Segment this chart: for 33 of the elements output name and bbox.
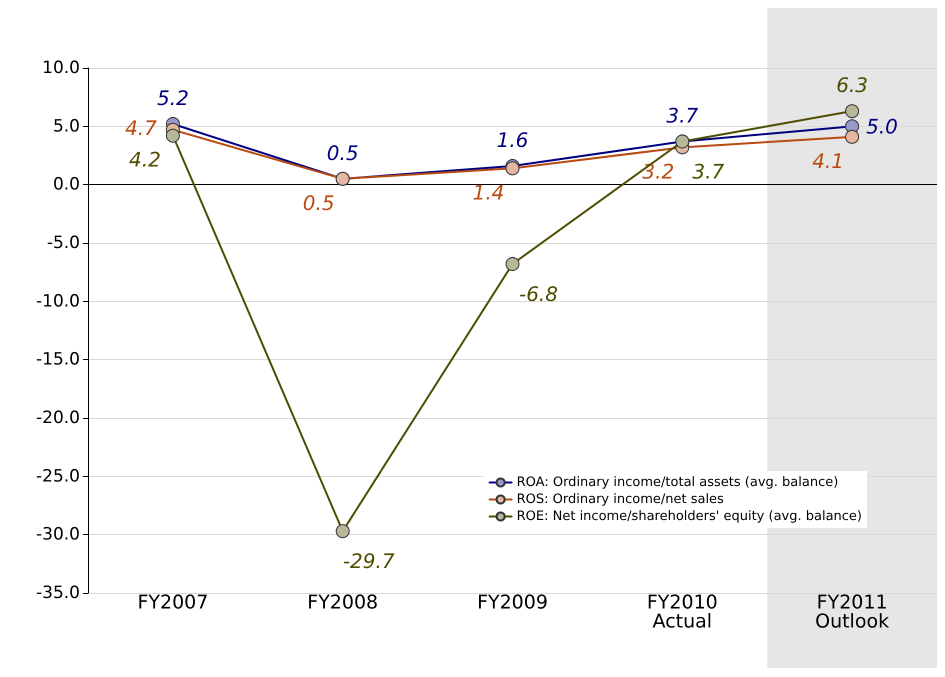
legend-label: ROE: Net income/shareholders' equity (avg. balance) — [516, 509, 862, 524]
data-label: -6.8 — [518, 282, 558, 306]
y-tick-label: 10.0 — [42, 58, 80, 78]
y-tick-label: -25.0 — [36, 466, 80, 486]
x-tick-label: FY2009 — [477, 592, 548, 614]
legend-label: ROA: Ordinary income/total assets (avg. balance) — [516, 475, 838, 490]
data-label: 5.2 — [156, 86, 189, 110]
data-label: 3.7 — [692, 160, 724, 184]
x-tick-label: FY2011 Outlook — [815, 592, 890, 632]
legend-label: ROS: Ordinary income/net sales — [516, 492, 724, 507]
y-tick-label: -15.0 — [36, 350, 80, 370]
y-tick-label: -30.0 — [36, 524, 80, 545]
x-tick-label: FY2010 Actual — [646, 592, 718, 632]
y-tick-label: -5.0 — [46, 233, 80, 253]
y-tick-label: 0.0 — [52, 174, 80, 195]
data-label: 1.4 — [472, 180, 504, 204]
data-label: 4.1 — [812, 148, 844, 173]
y-tick-label: 5.0 — [52, 116, 80, 136]
data-label: 3.7 — [666, 104, 698, 128]
data-label: 4.2 — [128, 148, 161, 172]
y-tick-label: -35.0 — [36, 583, 80, 603]
data-label: 5.0 — [866, 114, 898, 138]
x-tick-label: FY2008 — [307, 592, 378, 614]
data-label: 0.5 — [326, 140, 359, 165]
data-label: 3.2 — [642, 159, 674, 184]
x-tick-label: FY2007 — [137, 592, 208, 614]
y-tick-label: -20.0 — [36, 408, 80, 428]
data-label: 6.3 — [836, 73, 868, 98]
data-label: -29.7 — [342, 549, 395, 574]
data-label: 0.5 — [302, 190, 335, 215]
data-label: 4.7 — [125, 116, 158, 140]
data-label: 1.6 — [496, 128, 528, 152]
y-tick-label: -10.0 — [36, 291, 80, 312]
